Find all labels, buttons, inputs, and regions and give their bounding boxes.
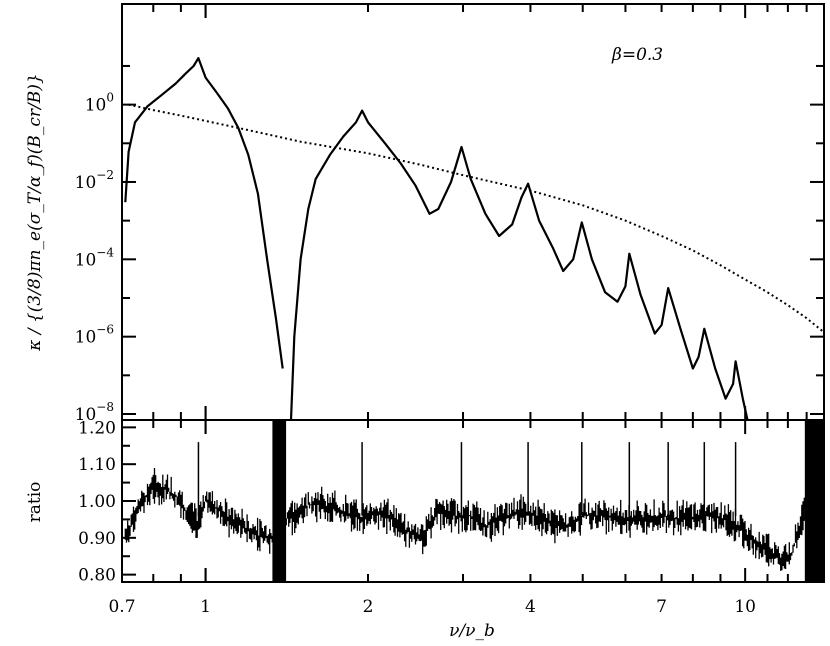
bottom-y-tick-label: 1.10 (78, 455, 116, 475)
top-y-tick-label: 10−6 (75, 323, 114, 348)
x-tick-label: 10 (734, 597, 756, 617)
top-y-tick-label: 10−8 (75, 400, 114, 425)
top-y-tick-label: 10−2 (75, 168, 114, 193)
beta-annotation: β=0.3 (611, 45, 663, 65)
bottom-y-axis-label: ratio (25, 482, 45, 523)
top-series-1 (289, 109, 749, 420)
bottom-y-tick-label: 1.00 (78, 492, 116, 512)
x-tick-label: 2 (363, 597, 374, 617)
x-tick-label: 7 (656, 597, 667, 617)
top-y-tick-label: 100 (85, 91, 114, 116)
bottom-series-0 (124, 420, 824, 571)
x-tick-label: 0.7 (108, 597, 135, 617)
top-y-axis-label: κ / {(3/8)πn_e(σ_T/α_f)(B_cr/B)} (25, 73, 45, 351)
x-axis-label: ν/ν_b (449, 621, 495, 641)
top-series-2 (128, 103, 824, 334)
top-series-0 (124, 57, 284, 369)
x-tick-label: 4 (525, 597, 536, 617)
top-panel-frame (121, 3, 825, 421)
bottom-y-tick-label: 0.80 (78, 566, 116, 586)
ratio-saturated-block-0 (272, 420, 287, 582)
bottom-panel-frame (121, 419, 825, 583)
top-y-tick-label: 10−4 (75, 245, 115, 270)
bottom-y-tick-label: 1.20 (78, 418, 116, 438)
bottom-y-tick-label: 0.90 (78, 529, 116, 549)
x-tick-label: 1 (200, 597, 211, 617)
